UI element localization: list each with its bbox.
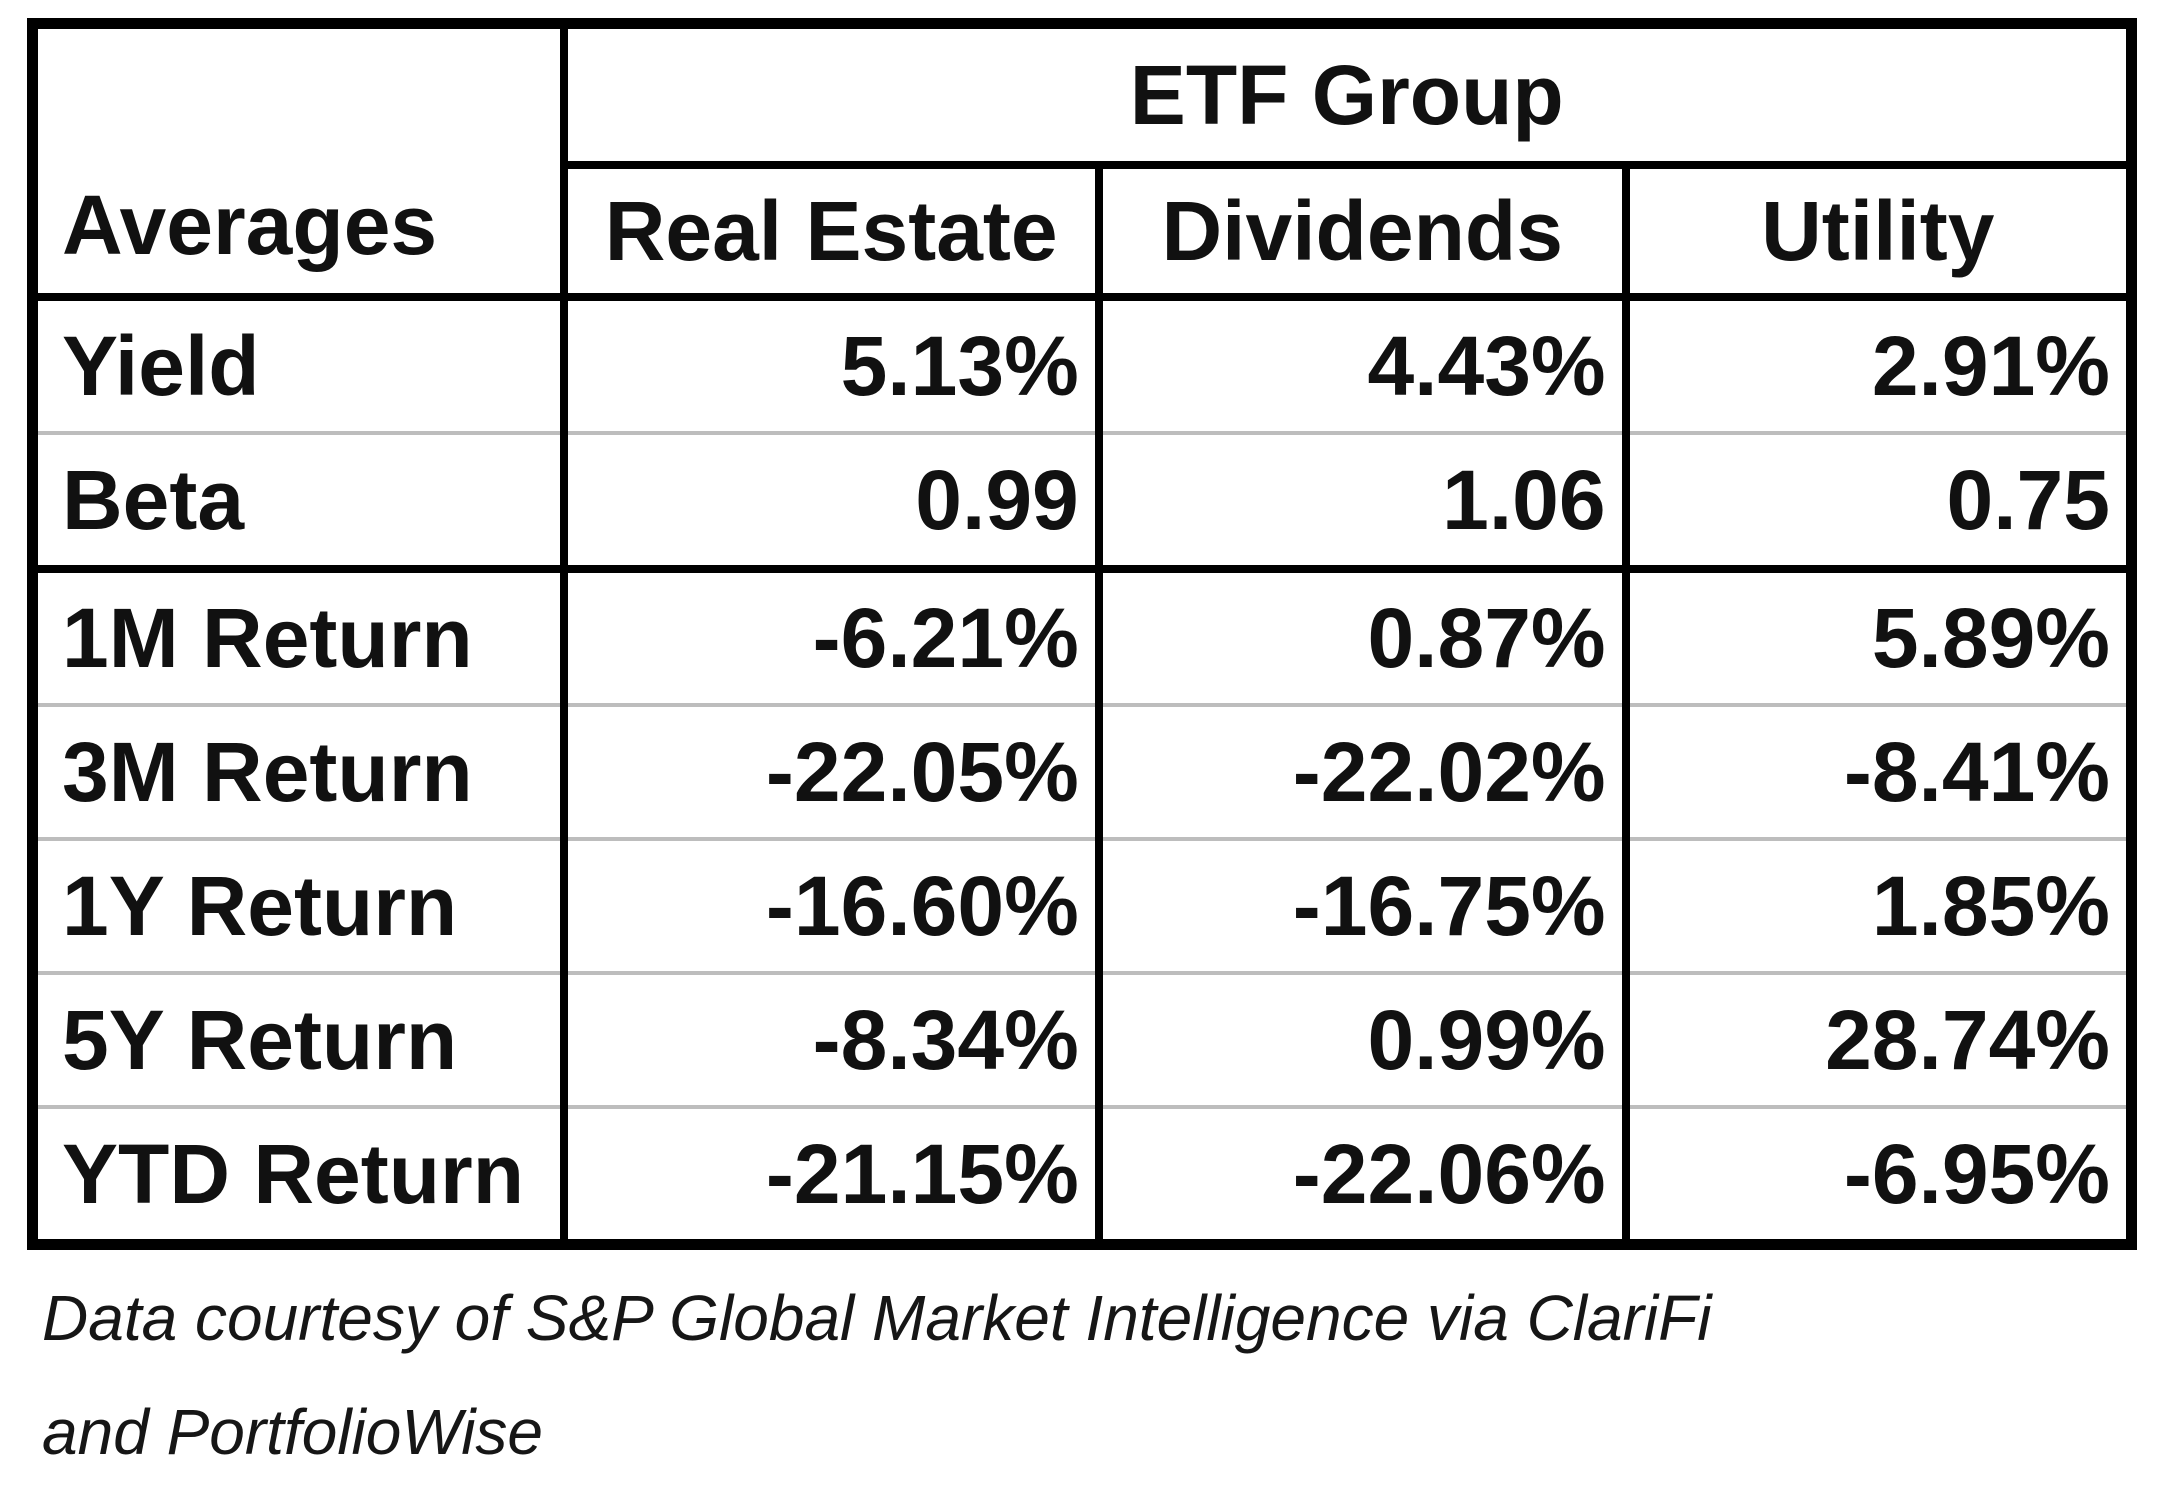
cell-value: 0.87% xyxy=(1094,565,1626,705)
table-row: 3M Return -22.05% -22.02% -8.41% xyxy=(32,703,2132,839)
column-header-real-estate: Real Estate xyxy=(559,165,1099,301)
cell-value: 0.99 xyxy=(563,431,1099,569)
table-body: Yield 5.13% 4.43% 2.91% Beta 0.99 1.06 0.75 1M R… xyxy=(32,293,2132,1245)
table-row: 5Y Return -8.34% 0.99% 28.74% xyxy=(32,971,2132,1107)
cell-value: -22.06% xyxy=(1094,1105,1626,1245)
cell-value: -22.02% xyxy=(1094,703,1626,839)
row-label: 1M Return xyxy=(32,565,568,705)
group-header-row: Averages ETF Group xyxy=(32,23,2132,301)
table-row: YTD Return -21.15% -22.06% -6.95% xyxy=(32,1105,2132,1245)
row-label: Beta xyxy=(32,431,568,569)
cell-value: 1.85% xyxy=(1621,837,2132,973)
cell-value: -8.34% xyxy=(563,971,1099,1107)
table-header: Averages ETF Group Real Estate Dividends… xyxy=(32,23,2132,301)
cell-value: 0.99% xyxy=(1094,971,1626,1107)
cell-value: 0.75 xyxy=(1621,431,2132,569)
cell-value: 4.43% xyxy=(1094,293,1626,433)
caption-line-1: Data courtesy of S&P Global Market Intel… xyxy=(42,1282,1712,1354)
cell-value: 1.06 xyxy=(1094,431,1626,569)
row-label: YTD Return xyxy=(32,1105,568,1245)
cell-value: -16.60% xyxy=(563,837,1099,973)
etf-averages-table: Averages ETF Group Real Estate Dividends… xyxy=(27,18,2137,1250)
column-header-row: Real Estate Dividends Utility xyxy=(33,165,2132,301)
cell-value: -21.15% xyxy=(563,1105,1099,1245)
cell-value: -6.95% xyxy=(1621,1105,2132,1245)
cell-value: 5.89% xyxy=(1621,565,2132,705)
cell-value: -16.75% xyxy=(1094,837,1626,973)
cell-value: -22.05% xyxy=(563,703,1099,839)
table-row: 1Y Return -16.60% -16.75% 1.85% xyxy=(32,837,2132,973)
cell-value: -6.21% xyxy=(563,565,1099,705)
group-header-etf-group: ETF Group xyxy=(563,23,2132,169)
row-label: 1Y Return xyxy=(32,837,568,973)
cell-value: 2.91% xyxy=(1621,293,2132,433)
cell-value: -8.41% xyxy=(1621,703,2132,839)
caption-line-2: and PortfolioWise xyxy=(42,1395,543,1468)
data-source-caption: Data courtesy of S&P Global Market Intel… xyxy=(42,1262,1711,1490)
corner-header-averages: Averages xyxy=(32,23,568,301)
table-row: Beta 0.99 1.06 0.75 xyxy=(32,431,2132,569)
row-label: 5Y Return xyxy=(32,971,568,1107)
row-label: 3M Return xyxy=(32,703,568,839)
column-header-dividends: Dividends xyxy=(1094,165,1626,301)
cell-value: 28.74% xyxy=(1621,971,2132,1107)
table-row: Yield 5.13% 4.43% 2.91% xyxy=(32,293,2132,433)
table-row: 1M Return -6.21% 0.87% 5.89% xyxy=(32,565,2132,705)
etf-averages-table-container: Averages ETF Group Real Estate Dividends… xyxy=(27,18,2137,1250)
column-header-utility: Utility xyxy=(1621,165,2132,301)
row-label: Yield xyxy=(32,293,568,433)
cell-value: 5.13% xyxy=(563,293,1099,433)
